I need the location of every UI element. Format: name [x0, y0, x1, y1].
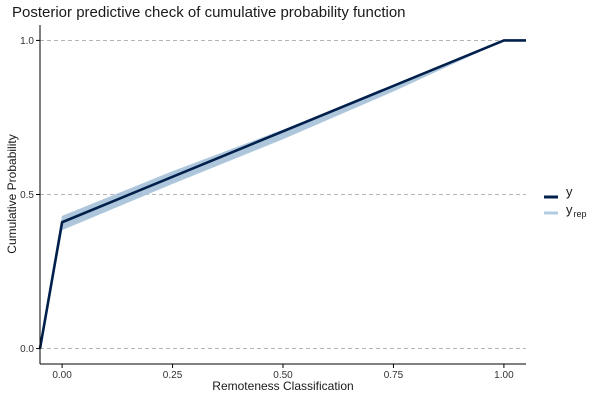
legend-label-y: y	[566, 184, 573, 199]
yrep-band-layer	[39, 40, 526, 349]
y-line	[38, 39, 526, 349]
grid-lines	[40, 40, 526, 349]
y-tick-label-2: 1.0	[20, 36, 34, 47]
y-axis-title: Cumulative Probability	[5, 134, 19, 253]
x-tick-label-1: 0.25	[163, 370, 183, 381]
legend: y yrep	[544, 184, 587, 219]
legend-label-yrep-sub: rep	[574, 209, 587, 219]
x-tick-label-2: 0.50	[273, 370, 293, 381]
yrep-band	[39, 40, 526, 349]
legend-label-yrep: yrep	[566, 202, 587, 219]
x-ticks: 0.00 0.25 0.50 0.75 1.00	[52, 364, 514, 381]
x-tick-label-0: 0.00	[52, 370, 72, 381]
legend-label-yrep-main: y	[566, 202, 573, 217]
x-tick-label-4: 1.00	[494, 370, 514, 381]
x-axis-title: Remoteness Classification	[212, 379, 353, 393]
y-ticks: 0.0 0.5 1.0	[20, 36, 40, 355]
y-tick-label-0: 0.0	[20, 344, 34, 355]
x-tick-label-3: 0.75	[384, 370, 404, 381]
chart-title: Posterior predictive check of cumulative…	[12, 4, 406, 21]
y-line-layer	[38, 39, 526, 349]
y-tick-label-1: 0.5	[20, 190, 34, 201]
